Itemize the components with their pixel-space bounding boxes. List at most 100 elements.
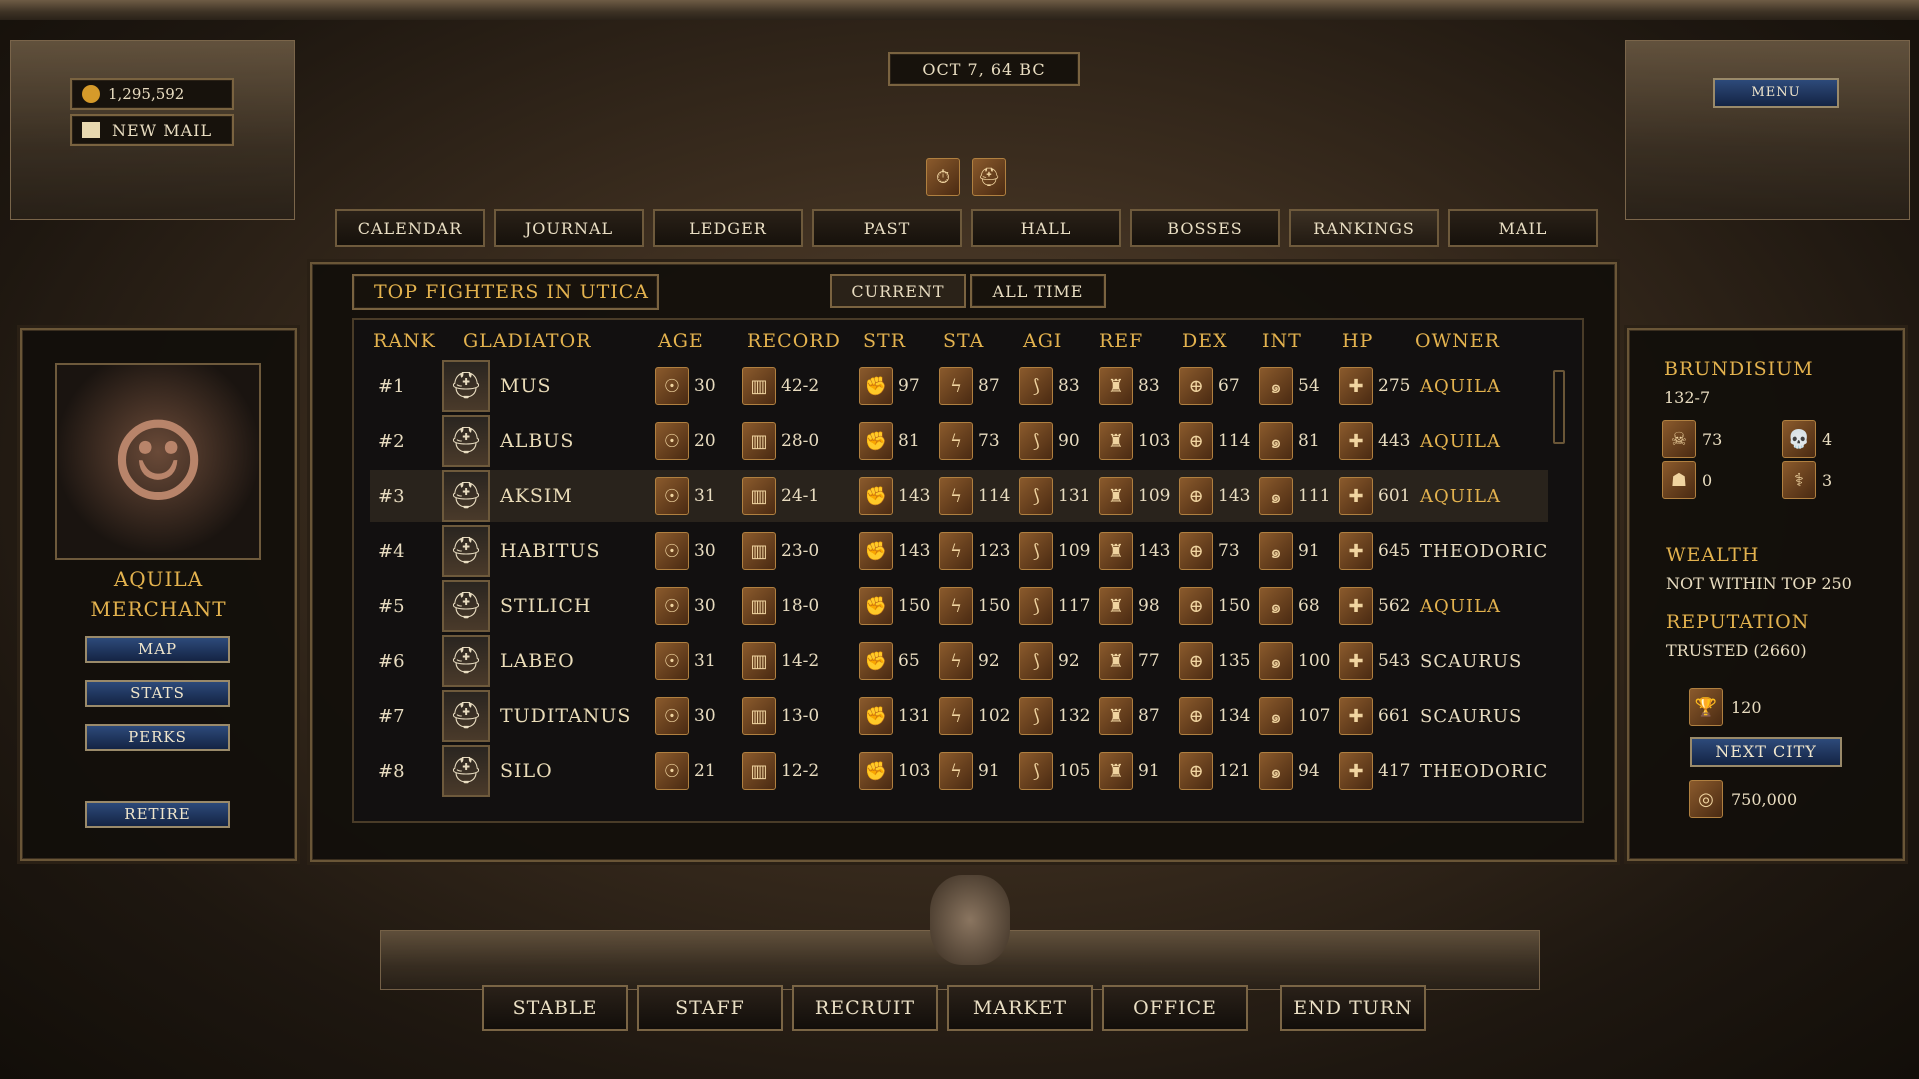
rank: #6 <box>378 650 405 672</box>
table-row[interactable]: #6 ⛑ LABEO ☉ 31 ▥ 14-2 ✊ 65 ϟ 92 ⟆ 92 ♜ 77 ⊕ 135 ๑ 100 ✚ 5… <box>370 635 1548 687</box>
column-header-str[interactable]: STR <box>863 330 906 352</box>
skull-icon: 💀 <box>1782 420 1816 458</box>
gladiator-helmet-icon[interactable]: ⛑ <box>972 158 1006 196</box>
column-header-owner[interactable]: OWNER <box>1415 330 1500 352</box>
stat-age: ☉ 20 <box>655 415 716 467</box>
column-header-gladiator[interactable]: GLADIATOR <box>463 330 592 352</box>
table-row[interactable]: #5 ⛑ STILICH ☉ 30 ▥ 18-0 ✊ 150 ϟ 150 ⟆ 117 ♜ 98 ⊕ 150 ๑… <box>370 580 1548 632</box>
intellect-icon: ๑ <box>1259 587 1293 625</box>
recruit-button[interactable]: RECRUIT <box>792 985 938 1031</box>
column-header-rank[interactable]: RANK <box>373 330 436 352</box>
gladiator-name[interactable]: HABITUS <box>500 540 601 562</box>
owner: THEODORIC <box>1420 760 1549 782</box>
stat-dex: ⊕ 134 <box>1179 690 1250 742</box>
perks-button[interactable]: PERKS <box>85 724 230 751</box>
stable-button[interactable]: STABLE <box>482 985 628 1031</box>
tab-calendar[interactable]: CALENDAR <box>335 209 485 247</box>
trophy-icon: 🏆 <box>1689 688 1723 726</box>
reflex-icon: ♜ <box>1099 422 1133 460</box>
table-row[interactable]: #4 ⛑ HABITUS ☉ 30 ▥ 23-0 ✊ 143 ϟ 123 ⟆ 109 ♜ 143 ⊕ 73 ๑… <box>370 525 1548 577</box>
agility-icon: ⟆ <box>1019 697 1053 735</box>
filter-all-time-button[interactable]: ALL TIME <box>970 274 1106 308</box>
gladiator-name[interactable]: AKSIM <box>500 485 573 507</box>
agility-icon: ⟆ <box>1019 367 1053 405</box>
map-button[interactable]: MAP <box>85 636 230 663</box>
stamina-icon: ϟ <box>939 587 973 625</box>
gladiator-name[interactable]: LABEO <box>500 650 575 672</box>
office-button[interactable]: OFFICE <box>1102 985 1248 1031</box>
stat-ref: ♜ 98 <box>1099 580 1160 632</box>
column-header-sta[interactable]: STA <box>943 330 985 352</box>
fist-icon: ✊ <box>859 532 893 570</box>
column-header-hp[interactable]: HP <box>1342 330 1374 352</box>
gladiator-portrait: ⛑ <box>442 415 490 467</box>
table-row[interactable]: #7 ⛑ TUDITANUS ☉ 30 ▥ 13-0 ✊ 131 ϟ 102 ⟆ 132 ♜ 87 ⊕ 13… <box>370 690 1548 742</box>
fist-icon: ✊ <box>859 642 893 680</box>
tab-hall[interactable]: HALL <box>971 209 1121 247</box>
health-icon: ✚ <box>1339 532 1373 570</box>
menu-button[interactable]: MENU <box>1713 78 1839 108</box>
lion-head-ornament <box>930 875 1010 965</box>
retire-button[interactable]: RETIRE <box>85 801 230 828</box>
next-city-cost: ◎ 750,000 <box>1689 780 1797 818</box>
stat-sta: ϟ 87 <box>939 360 1000 412</box>
gladiator-name[interactable]: SILO <box>500 760 553 782</box>
stat-dex: ⊕ 143 <box>1179 470 1250 522</box>
table-row[interactable]: #3 ⛑ AKSIM ☉ 31 ▥ 24-1 ✊ 143 ϟ 114 ⟆ 131 ♜ 109 ⊕ 143 ๑ 1… <box>370 470 1548 522</box>
rank: #2 <box>378 430 405 452</box>
agility-icon: ⟆ <box>1019 422 1053 460</box>
gladiator-name[interactable]: STILICH <box>500 595 592 617</box>
column-header-age[interactable]: AGE <box>658 330 704 352</box>
tab-journal[interactable]: JOURNAL <box>494 209 644 247</box>
stat-agi: ⟆ 109 <box>1019 525 1090 577</box>
gladiator-name[interactable]: ALBUS <box>500 430 575 452</box>
next-city-button[interactable]: NEXT CITY <box>1690 737 1842 767</box>
stat-dex: ⊕ 114 <box>1179 415 1250 467</box>
stat-hp: ✚ 645 <box>1339 525 1410 577</box>
rank: #7 <box>378 705 405 727</box>
gladiator-portrait: ⛑ <box>442 525 490 577</box>
stat-agi: ⟆ 105 <box>1019 745 1090 797</box>
tab-past[interactable]: PAST <box>812 209 962 247</box>
agility-icon: ⟆ <box>1019 587 1053 625</box>
column-header-record[interactable]: RECORD <box>747 330 841 352</box>
tab-bosses[interactable]: BOSSES <box>1130 209 1280 247</box>
gladiator-portrait: ⛑ <box>442 690 490 742</box>
age-icon: ☉ <box>655 642 689 680</box>
filter-current-button[interactable]: CURRENT <box>830 274 966 308</box>
tab-mail[interactable]: MAIL <box>1448 209 1598 247</box>
end-turn-button[interactable]: END TURN <box>1280 985 1426 1031</box>
stat-str: ✊ 143 <box>859 525 930 577</box>
table-row[interactable]: #1 ⛑ MUS ☉ 30 ▥ 42-2 ✊ 97 ϟ 87 ⟆ 83 ♜ 83 ⊕ 67 ๑ 54 ✚ 275 AQ… <box>370 360 1548 412</box>
column-header-int[interactable]: INT <box>1262 330 1302 352</box>
column-header-dex[interactable]: DEX <box>1182 330 1228 352</box>
tab-ledger[interactable]: LEDGER <box>653 209 803 247</box>
stats-button[interactable]: STATS <box>85 680 230 707</box>
gladiator-name[interactable]: TUDITANUS <box>500 705 632 727</box>
stat-dex: ⊕ 73 <box>1179 525 1240 577</box>
table-scrollbar[interactable] <box>1553 370 1565 444</box>
column-header-agi[interactable]: AGI <box>1023 330 1063 352</box>
stat-record: ▥ 42-2 <box>742 360 819 412</box>
agility-icon: ⟆ <box>1019 477 1053 515</box>
stat-sta: ϟ 150 <box>939 580 1010 632</box>
stat-str: ✊ 103 <box>859 745 930 797</box>
table-row[interactable]: #8 ⛑ SILO ☉ 21 ▥ 12-2 ✊ 103 ϟ 91 ⟆ 105 ♜ 91 ⊕ 121 ๑ 94 ✚ 4… <box>370 745 1548 797</box>
column-header-ref[interactable]: REF <box>1099 330 1144 352</box>
table-row[interactable]: #2 ⛑ ALBUS ☉ 20 ▥ 28-0 ✊ 81 ϟ 73 ⟆ 90 ♜ 103 ⊕ 114 ๑ 81 ✚ 4… <box>370 415 1548 467</box>
stat-dex: ⊕ 67 <box>1179 360 1240 412</box>
intellect-icon: ๑ <box>1259 642 1293 680</box>
rank: #4 <box>378 540 405 562</box>
staff-button[interactable]: STAFF <box>637 985 783 1031</box>
stat-age: ☉ 30 <box>655 360 716 412</box>
right-pillar-frame <box>1625 40 1910 220</box>
market-button[interactable]: MARKET <box>947 985 1093 1031</box>
gladiator-name[interactable]: MUS <box>500 375 552 397</box>
record-icon: ▥ <box>742 587 776 625</box>
intellect-icon: ๑ <box>1259 532 1293 570</box>
new-mail-button[interactable]: NEW MAIL <box>70 114 234 146</box>
stat-sta: ϟ 92 <box>939 635 1000 687</box>
clock-icon[interactable]: ⏱ <box>926 158 960 196</box>
age-icon: ☉ <box>655 422 689 460</box>
tab-rankings[interactable]: RANKINGS <box>1289 209 1439 247</box>
